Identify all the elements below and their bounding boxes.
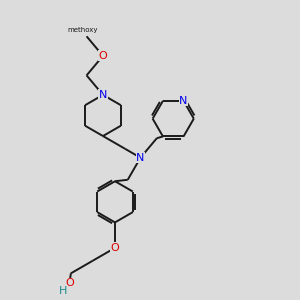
Text: N: N: [136, 153, 145, 163]
Text: N: N: [99, 90, 107, 100]
Text: H: H: [59, 286, 67, 296]
Text: O: O: [65, 278, 74, 288]
Text: O: O: [99, 51, 107, 61]
Text: N: N: [179, 96, 188, 106]
Text: O: O: [111, 243, 119, 253]
Text: methoxy: methoxy: [68, 28, 98, 34]
